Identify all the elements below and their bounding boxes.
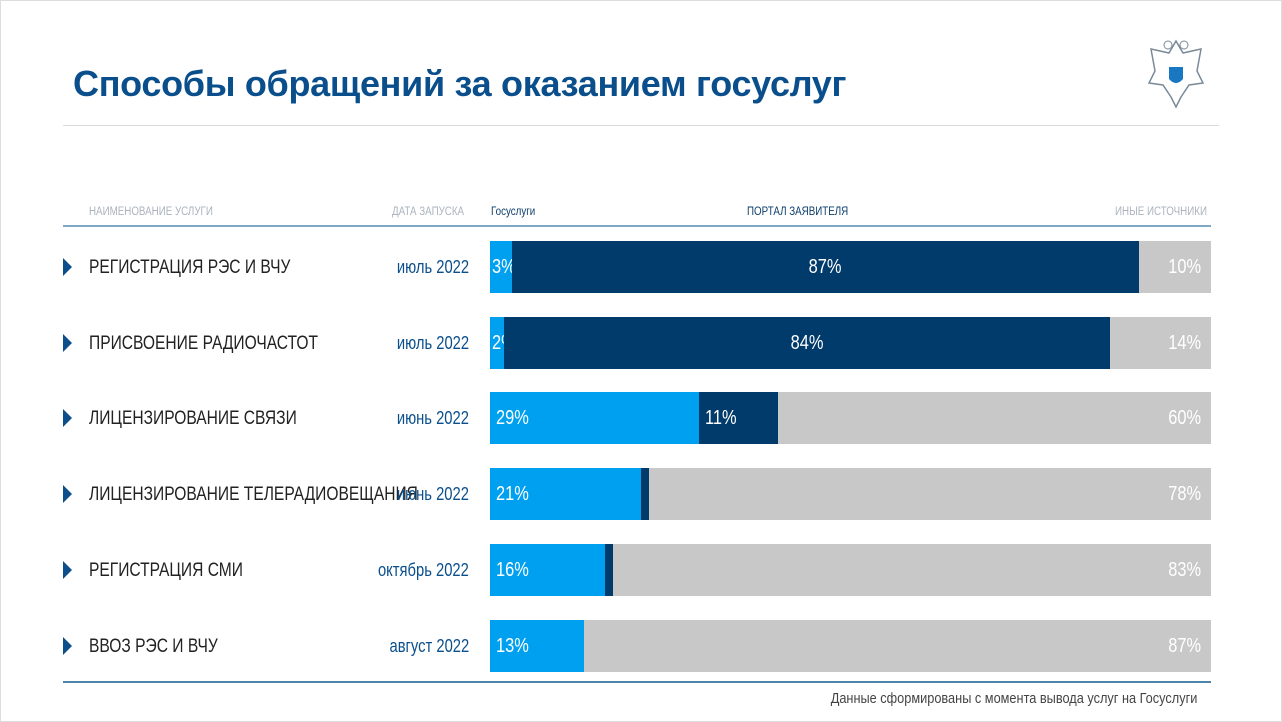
data-label-portal: 11% [705, 407, 737, 429]
header-divider [63, 225, 1211, 227]
data-label-gosuslugi: 16% [496, 559, 529, 581]
title-divider [63, 125, 1219, 126]
bar-segment-gosuslugi: 21% [490, 468, 642, 520]
launch-date: август 2022 [389, 636, 469, 656]
data-label-other: 10% [1168, 256, 1201, 278]
bar-segment-other: 83% [612, 544, 1211, 596]
service-name: РЕГИСТРАЦИЯ СМИ [89, 560, 243, 581]
footer-note: Данные сформированы с момента вывода усл… [830, 690, 1197, 707]
service-name: ПРИСВОЕНИЕ РАДИОЧАСТОТ [89, 333, 319, 354]
bar-segment-other: 60% [778, 392, 1211, 444]
bar-segment-portal: 84% [504, 317, 1111, 369]
bullet-triangle-icon [63, 334, 72, 352]
bar-segment-other: 10% [1138, 241, 1211, 293]
legend-other: ИНЫЕ ИСТОЧНИКИ [1115, 206, 1207, 218]
data-label-other: 60% [1168, 407, 1201, 429]
bar-segment-portal [605, 544, 613, 596]
data-label-portal: 84% [790, 332, 824, 354]
stacked-bar: 13% 87% [490, 620, 1211, 672]
page-title: Способы обращений за оказанием госуслуг [73, 63, 847, 104]
bar-segment-other: 87% [583, 620, 1211, 672]
bullet-triangle-icon [63, 409, 72, 427]
service-name: РЕГИСТРАЦИЯ РЭС И ВЧУ [89, 257, 291, 278]
launch-date: июнь 2022 [396, 484, 469, 504]
column-header-date: ДАТА ЗАПУСКА [392, 206, 465, 218]
bar-segment-portal: 11% [699, 392, 779, 444]
launch-date: июнь 2022 [396, 408, 469, 428]
legend-portal: ПОРТАЛ ЗАЯВИТЕЛЯ [747, 206, 849, 218]
bar-segment-other: 14% [1110, 317, 1211, 369]
bar-segment-gosuslugi: 16% [490, 544, 606, 596]
stacked-bar: 21% 78% [490, 468, 1211, 520]
bar-segment-gosuslugi: 13% [490, 620, 584, 672]
chart-row: ПРИСВОЕНИЕ РАДИОЧАСТОТ июль 2022 2% 84% 14% [1, 317, 1281, 369]
legend-gosuslugi: Госуслуги [491, 206, 536, 218]
bullet-triangle-icon [63, 485, 72, 503]
data-label-portal: 87% [808, 256, 842, 278]
launch-date: июль 2022 [396, 333, 469, 353]
bullet-triangle-icon [63, 258, 72, 276]
chart-row: ВВОЗ РЭС И ВЧУ август 2022 13% 87% [1, 620, 1281, 672]
stacked-bar: 3% 87% 10% [490, 241, 1211, 293]
bar-segment-gosuslugi: 3% [490, 241, 516, 293]
chart-row: ЛИЦЕНЗИРОВАНИЕ ТЕЛЕРАДИОВЕЩАНИЯ июнь 202… [1, 468, 1281, 520]
bullet-triangle-icon [63, 561, 72, 579]
data-label-gosuslugi: 21% [496, 483, 529, 505]
bullet-triangle-icon [63, 637, 72, 655]
stacked-bar: 16% 83% [490, 544, 1211, 596]
data-label-gosuslugi: 13% [496, 635, 529, 657]
data-label-other: 83% [1168, 559, 1201, 581]
footer-divider [63, 681, 1211, 683]
service-name: ЛИЦЕНЗИРОВАНИЕ СВЯЗИ [89, 408, 297, 429]
chart-row: ЛИЦЕНЗИРОВАНИЕ СВЯЗИ июнь 2022 29% 11% 60% [1, 392, 1281, 444]
stacked-bar: 29% 11% 60% [490, 392, 1211, 444]
launch-date: октябрь 2022 [378, 560, 469, 580]
data-label-other: 14% [1168, 332, 1201, 354]
chart-row: РЕГИСТРАЦИЯ РЭС И ВЧУ июль 2022 3% 87% 10% [1, 241, 1281, 293]
data-label-other: 87% [1168, 635, 1201, 657]
service-name: ВВОЗ РЭС И ВЧУ [89, 636, 218, 657]
bar-segment-other: 78% [648, 468, 1211, 520]
chart-row: РЕГИСТРАЦИЯ СМИ октябрь 2022 16% 83% [1, 544, 1281, 596]
column-header-name: НАИМЕНОВАНИЕ УСЛУГИ [89, 206, 213, 218]
bar-segment-gosuslugi: 2% [490, 317, 516, 369]
data-label-other: 78% [1168, 483, 1201, 505]
coat-of-arms-logo [1147, 39, 1205, 109]
stacked-bar: 2% 84% 14% [490, 317, 1211, 369]
service-name: ЛИЦЕНЗИРОВАНИЕ ТЕЛЕРАДИОВЕЩАНИЯ [89, 484, 418, 505]
launch-date: июль 2022 [396, 257, 469, 277]
bar-segment-gosuslugi: 29% [490, 392, 700, 444]
data-label-gosuslugi: 3% [492, 256, 516, 278]
data-label-gosuslugi: 29% [496, 407, 529, 429]
bar-segment-portal: 87% [511, 241, 1139, 293]
bar-segment-portal [641, 468, 649, 520]
